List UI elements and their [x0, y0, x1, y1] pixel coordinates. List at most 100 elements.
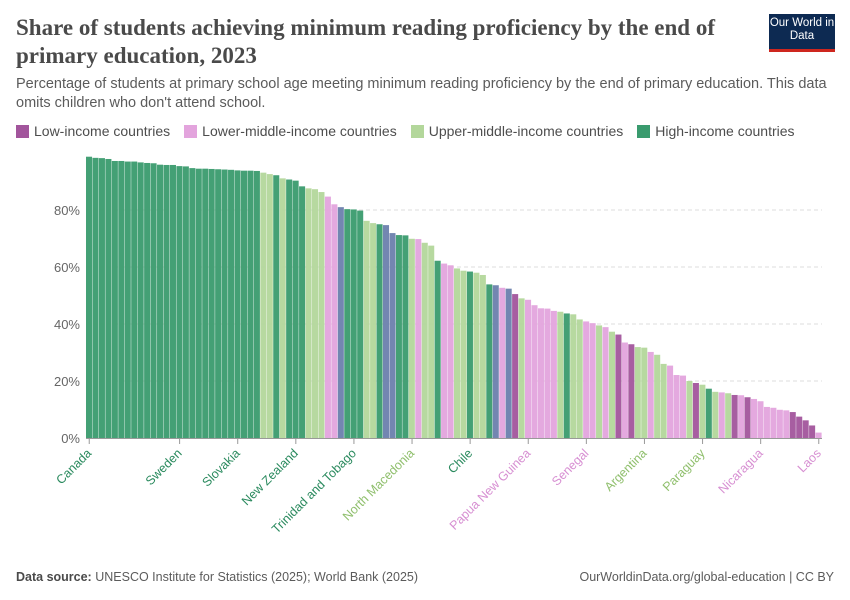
bar[interactable]	[673, 375, 680, 438]
footer-url[interactable]: OurWorldinData.org/global-education | CC…	[579, 570, 834, 584]
bar[interactable]	[615, 334, 622, 438]
bar[interactable]	[208, 168, 215, 438]
bar[interactable]	[382, 225, 390, 438]
bar[interactable]	[234, 170, 241, 438]
bar[interactable]	[705, 388, 712, 438]
bar[interactable]	[240, 170, 248, 439]
bar[interactable]	[654, 354, 661, 438]
bar[interactable]	[286, 179, 293, 438]
bar[interactable]	[337, 207, 344, 438]
bar[interactable]	[512, 294, 519, 438]
bar[interactable]	[144, 162, 151, 438]
bar[interactable]	[350, 209, 357, 438]
bar[interactable]	[473, 272, 480, 438]
bar[interactable]	[718, 392, 725, 438]
bar[interactable]	[215, 169, 222, 438]
bar[interactable]	[505, 288, 512, 438]
bar[interactable]	[370, 223, 377, 438]
bar[interactable]	[92, 157, 99, 438]
bar[interactable]	[641, 347, 648, 438]
legend-item-low-income[interactable]: Low-income countries	[16, 123, 170, 139]
bar[interactable]	[176, 166, 183, 439]
bar[interactable]	[389, 233, 396, 438]
bar[interactable]	[725, 393, 732, 438]
bar[interactable]	[118, 160, 125, 439]
bar[interactable]	[809, 425, 816, 438]
bar[interactable]	[299, 186, 306, 438]
bar[interactable]	[757, 401, 764, 438]
bar[interactable]	[182, 166, 189, 438]
bar[interactable]	[608, 331, 616, 438]
bar[interactable]	[486, 284, 493, 438]
bar[interactable]	[163, 164, 170, 438]
bar[interactable]	[421, 242, 428, 438]
legend-item-upper-middle-income[interactable]: Upper-middle-income countries	[410, 123, 623, 139]
bar[interactable]	[744, 397, 751, 438]
bar[interactable]	[660, 363, 667, 438]
bar[interactable]	[428, 245, 435, 438]
bar[interactable]	[499, 287, 506, 438]
bar[interactable]	[124, 161, 131, 439]
bar[interactable]	[686, 381, 693, 438]
bar[interactable]	[402, 235, 409, 438]
bar[interactable]	[783, 410, 790, 438]
bar[interactable]	[731, 394, 738, 438]
bar[interactable]	[466, 271, 473, 438]
bar[interactable]	[492, 285, 499, 438]
bar[interactable]	[447, 265, 454, 438]
bar[interactable]	[479, 274, 486, 438]
bar[interactable]	[544, 308, 551, 438]
bar[interactable]	[454, 268, 461, 438]
bar[interactable]	[712, 391, 719, 438]
bar[interactable]	[647, 351, 654, 438]
bar[interactable]	[679, 375, 687, 438]
bar[interactable]	[441, 263, 448, 438]
owid-logo[interactable]: Our World in Data	[769, 14, 835, 52]
bar[interactable]	[563, 313, 570, 438]
bar[interactable]	[195, 168, 202, 439]
bar[interactable]	[324, 196, 331, 438]
bar[interactable]	[525, 299, 532, 438]
bar[interactable]	[253, 170, 260, 438]
bar[interactable]	[634, 347, 641, 438]
bar[interactable]	[150, 163, 157, 438]
bar[interactable]	[789, 412, 796, 438]
bar[interactable]	[738, 395, 745, 438]
bar[interactable]	[344, 209, 351, 438]
bar[interactable]	[247, 170, 254, 439]
bar[interactable]	[292, 180, 299, 438]
bar[interactable]	[228, 169, 235, 438]
bar[interactable]	[802, 420, 809, 438]
legend-item-high-income[interactable]: High-income countries	[637, 123, 795, 139]
bar[interactable]	[763, 406, 770, 438]
bar[interactable]	[221, 169, 228, 438]
bar[interactable]	[395, 235, 402, 438]
bar[interactable]	[266, 174, 273, 438]
bar[interactable]	[583, 321, 590, 438]
bar[interactable]	[111, 160, 118, 439]
bar[interactable]	[699, 384, 706, 438]
bar[interactable]	[692, 382, 699, 438]
bar[interactable]	[576, 319, 583, 438]
bar[interactable]	[98, 158, 105, 438]
bar[interactable]	[537, 308, 544, 438]
bar[interactable]	[311, 189, 319, 438]
bar[interactable]	[273, 175, 280, 439]
bar[interactable]	[363, 220, 370, 438]
bar[interactable]	[137, 162, 144, 438]
bar[interactable]	[86, 156, 93, 438]
bar[interactable]	[815, 432, 822, 438]
bar[interactable]	[279, 178, 286, 439]
bar[interactable]	[157, 164, 164, 438]
bar[interactable]	[202, 168, 209, 439]
bar[interactable]	[557, 311, 564, 438]
bar[interactable]	[531, 305, 538, 438]
bar[interactable]	[796, 416, 803, 438]
bar[interactable]	[550, 310, 557, 438]
bar[interactable]	[260, 172, 267, 439]
bar[interactable]	[415, 239, 422, 438]
bar[interactable]	[131, 161, 138, 439]
bar[interactable]	[408, 238, 415, 438]
bar[interactable]	[570, 314, 577, 438]
bar[interactable]	[434, 260, 441, 438]
